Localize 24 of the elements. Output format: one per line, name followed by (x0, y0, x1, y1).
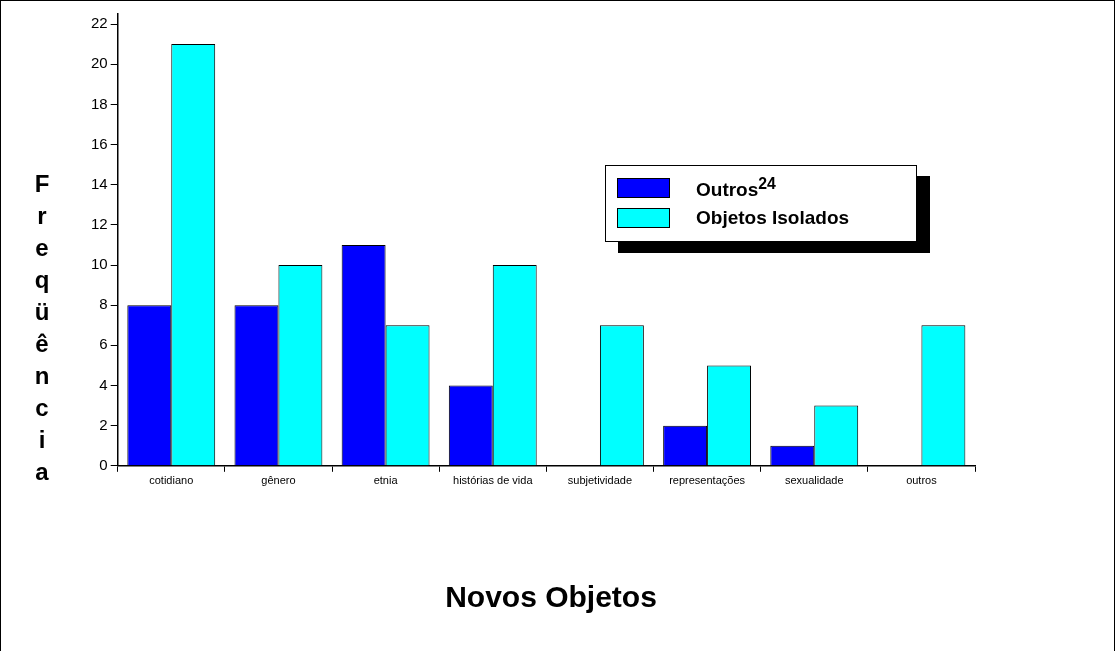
x-tick-label: cotidiano (149, 474, 194, 487)
y-tick-label: 12 (91, 214, 108, 232)
y-tick-label: 6 (99, 335, 108, 353)
x-tick-label: subjetividade (567, 474, 633, 487)
x-tick-label: representações (669, 474, 746, 487)
x-axis-title: Novos Objetos (444, 580, 658, 614)
x-tick-label: sexualidade (784, 474, 844, 487)
x-tick-label: etnia (373, 474, 399, 487)
legend-label: Outros$^{24}$ (696, 174, 776, 202)
x-tick-label: outros (906, 474, 938, 487)
y-tick-label: 0 (99, 455, 108, 473)
y-tick-label: 20 (91, 54, 108, 72)
x-tick-label: histórias de vida (453, 474, 534, 487)
y-tick-label: 22 (91, 14, 108, 32)
y-tick-label: 10 (91, 255, 108, 273)
x-tick-label: gênero (261, 474, 296, 487)
legend-label: Objetos Isolados (696, 207, 850, 229)
y-tick-label: 18 (91, 94, 108, 112)
y-tick-label: 4 (99, 375, 108, 393)
y-tick-label: 16 (91, 134, 108, 152)
y-tick-label: 14 (91, 174, 108, 192)
y-tick-label: 2 (99, 415, 108, 433)
text: Freqüência (34, 170, 50, 485)
y-tick-label: 8 (99, 295, 108, 313)
